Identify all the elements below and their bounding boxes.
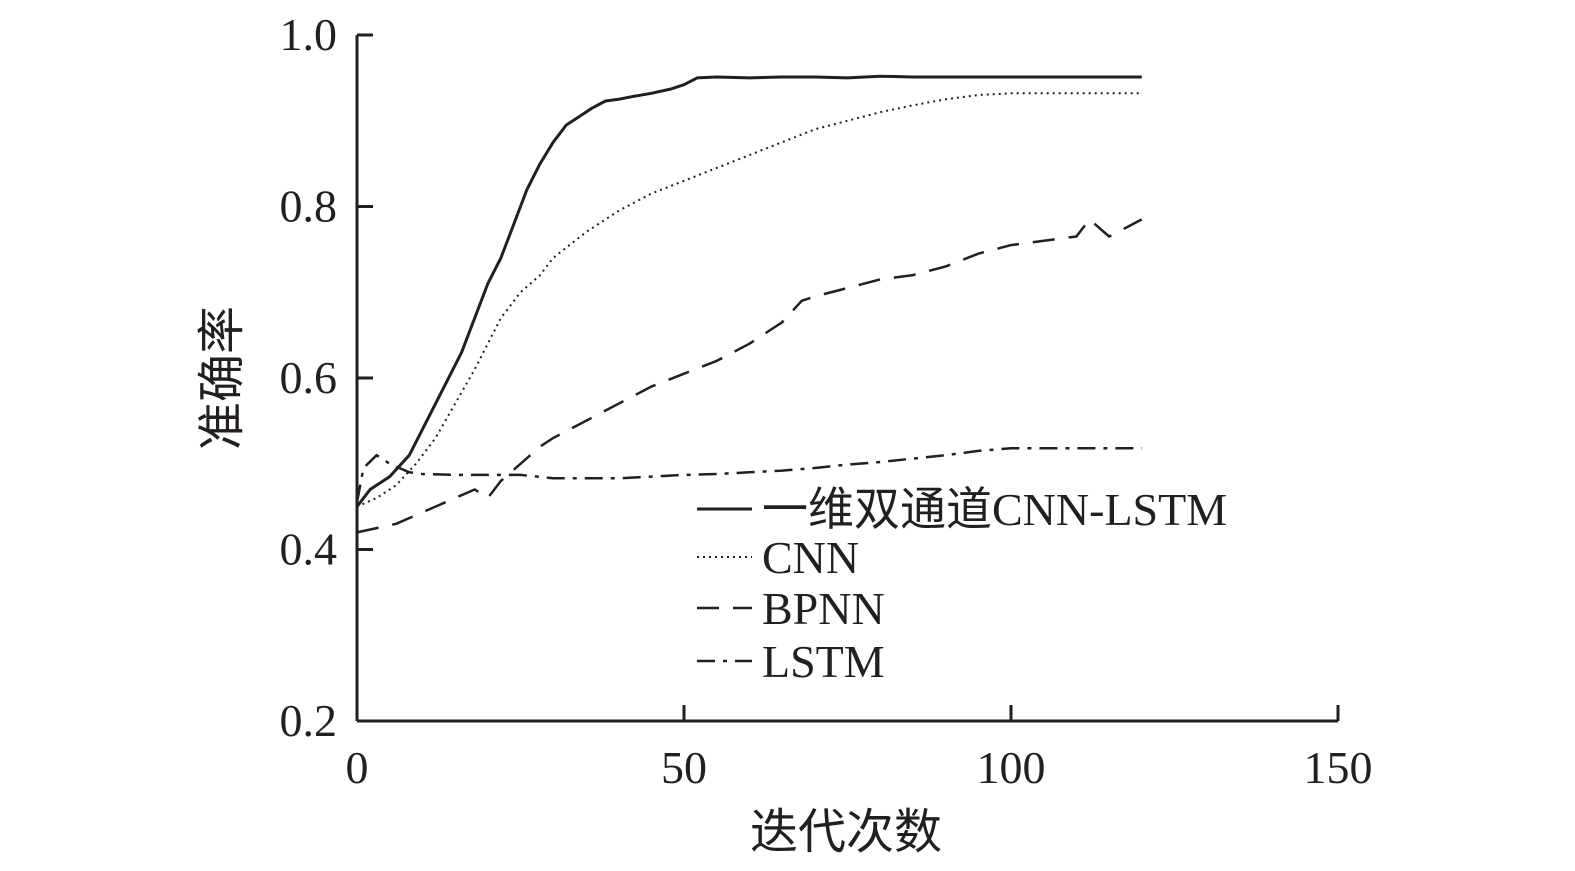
x-tick-label: 100 [977, 742, 1046, 793]
y-tick-label: 0.4 [280, 524, 338, 575]
legend-label: CNN [762, 532, 859, 583]
x-tick-label: 50 [661, 742, 707, 793]
series-lines [355, 74, 1143, 534]
series-line-solid [355, 74, 1142, 508]
x-tick-label: 0 [346, 742, 369, 793]
legend-label: LSTM [762, 636, 885, 687]
y-tick-label: 0.2 [280, 695, 338, 746]
x-ticks: 0 50 100 150 [346, 705, 1373, 793]
y-ticks: 0.2 0.4 0.6 0.8 1.0 [280, 9, 373, 746]
legend-label: BPNN [762, 583, 885, 634]
series-line-dashdot [355, 447, 1142, 503]
legend-label: 一维双通道CNN-LSTM [762, 484, 1227, 535]
x-tick-label: 150 [1304, 742, 1373, 793]
series-line-dashed [356, 218, 1143, 534]
y-axis-title: 准确率 [194, 306, 250, 450]
y-tick-label: 0.6 [280, 352, 338, 403]
series-line-dotted [356, 92, 1142, 508]
y-tick-label: 0.8 [280, 181, 338, 232]
x-axis-title: 迭代次数 [750, 804, 942, 860]
y-tick-label: 1.0 [280, 9, 338, 60]
